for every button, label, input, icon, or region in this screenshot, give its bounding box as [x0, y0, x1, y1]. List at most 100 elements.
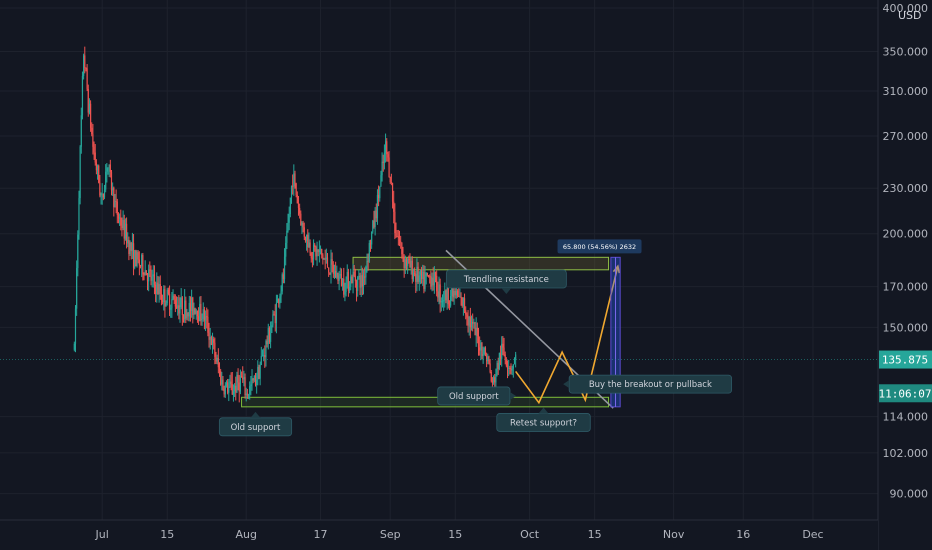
- candle-up: [272, 314, 274, 326]
- candle-down: [429, 276, 431, 278]
- candle-up: [245, 393, 247, 396]
- candle-down: [98, 165, 100, 183]
- candle-up: [163, 289, 165, 303]
- candle-up: [79, 146, 81, 199]
- candle-down: [246, 393, 248, 396]
- candle-up: [76, 268, 78, 309]
- candle-up: [228, 386, 230, 393]
- candle-up: [425, 272, 427, 277]
- candle-up: [312, 244, 315, 260]
- candle-up: [199, 303, 201, 322]
- candle-down: [307, 234, 309, 248]
- candle-down: [128, 239, 130, 255]
- candle-down: [155, 284, 157, 294]
- candle-up: [81, 75, 84, 116]
- candle-down: [394, 211, 396, 234]
- candle-down: [213, 339, 215, 343]
- candle-down: [426, 272, 428, 276]
- candle-down: [258, 366, 260, 379]
- candle-up: [319, 248, 322, 250]
- currency-label[interactable]: USD: [898, 9, 922, 22]
- time-tick-label: Jul: [95, 528, 109, 541]
- candle-down: [332, 264, 334, 274]
- candle-up: [221, 379, 223, 385]
- candle-up: [289, 197, 291, 215]
- candle-down: [386, 141, 388, 155]
- candle-down: [264, 355, 266, 358]
- price-axis-panel[interactable]: [878, 0, 932, 550]
- candle-down: [197, 316, 200, 322]
- candle-up: [156, 282, 158, 294]
- candle-up: [124, 223, 127, 239]
- candle-up: [247, 394, 250, 396]
- candle-up: [410, 260, 412, 268]
- candle-down: [230, 381, 232, 385]
- candle-down: [138, 259, 140, 266]
- candle-up: [224, 385, 226, 395]
- resistance-zone: [352, 256, 610, 271]
- candle-down: [411, 260, 413, 280]
- candle-up: [112, 187, 114, 191]
- candle-up: [275, 302, 278, 324]
- annotation-pointer: [501, 288, 512, 295]
- current-price-label: 135.875: [882, 354, 928, 367]
- price-tick-label: 350.000: [883, 46, 929, 59]
- candle-up: [480, 342, 482, 351]
- candle-down: [423, 271, 425, 289]
- candle-up: [261, 355, 264, 357]
- candle-up: [381, 161, 383, 176]
- candle-down: [86, 68, 88, 89]
- candle-down: [210, 337, 212, 345]
- candle-up: [170, 308, 172, 310]
- candle-down: [109, 164, 111, 172]
- current-price-tag: [879, 350, 932, 369]
- candle-down: [351, 276, 353, 284]
- time-tick-label: Aug: [235, 528, 256, 541]
- candle-up: [495, 374, 497, 383]
- candle-up: [451, 288, 453, 296]
- candle-down: [437, 291, 439, 298]
- candle-up: [286, 230, 288, 243]
- candle-down: [294, 173, 296, 184]
- candle-up: [179, 307, 181, 314]
- time-axis-panel[interactable]: [0, 520, 878, 550]
- candle-up: [184, 300, 186, 320]
- candle-down: [231, 384, 233, 395]
- candle-down: [139, 265, 142, 267]
- candle-up: [338, 275, 340, 281]
- candle-down: [268, 328, 271, 342]
- candle-down: [207, 317, 209, 333]
- candle-up: [280, 291, 282, 297]
- candle-down: [502, 343, 504, 348]
- candle-up: [515, 354, 517, 360]
- candle-down: [347, 272, 350, 291]
- candle-down: [373, 220, 375, 227]
- candle-down: [175, 306, 178, 309]
- candle-down: [130, 242, 132, 252]
- candle-down: [189, 302, 192, 311]
- candle-down: [430, 276, 432, 287]
- candle-up: [279, 296, 281, 304]
- time-tick-label: Oct: [520, 528, 540, 541]
- candle-up: [106, 167, 108, 172]
- candle-up: [265, 341, 267, 358]
- candle-down: [174, 299, 176, 307]
- candle-down: [486, 355, 488, 362]
- candle-up: [259, 364, 261, 379]
- candle-down: [369, 243, 372, 245]
- candle-down: [456, 290, 459, 296]
- candle-up: [470, 321, 473, 328]
- candle-up: [357, 277, 359, 291]
- candle-up: [263, 355, 265, 357]
- candle-down: [354, 276, 356, 282]
- candle-down: [125, 223, 128, 244]
- candle-down: [505, 359, 507, 366]
- candle-down: [445, 290, 447, 301]
- time-tick-label: 16: [736, 528, 750, 541]
- candle-up: [148, 269, 150, 282]
- candle-up: [498, 352, 500, 369]
- candle-up: [412, 273, 415, 280]
- annotation-pointer: [509, 391, 516, 400]
- candle-down: [491, 381, 494, 383]
